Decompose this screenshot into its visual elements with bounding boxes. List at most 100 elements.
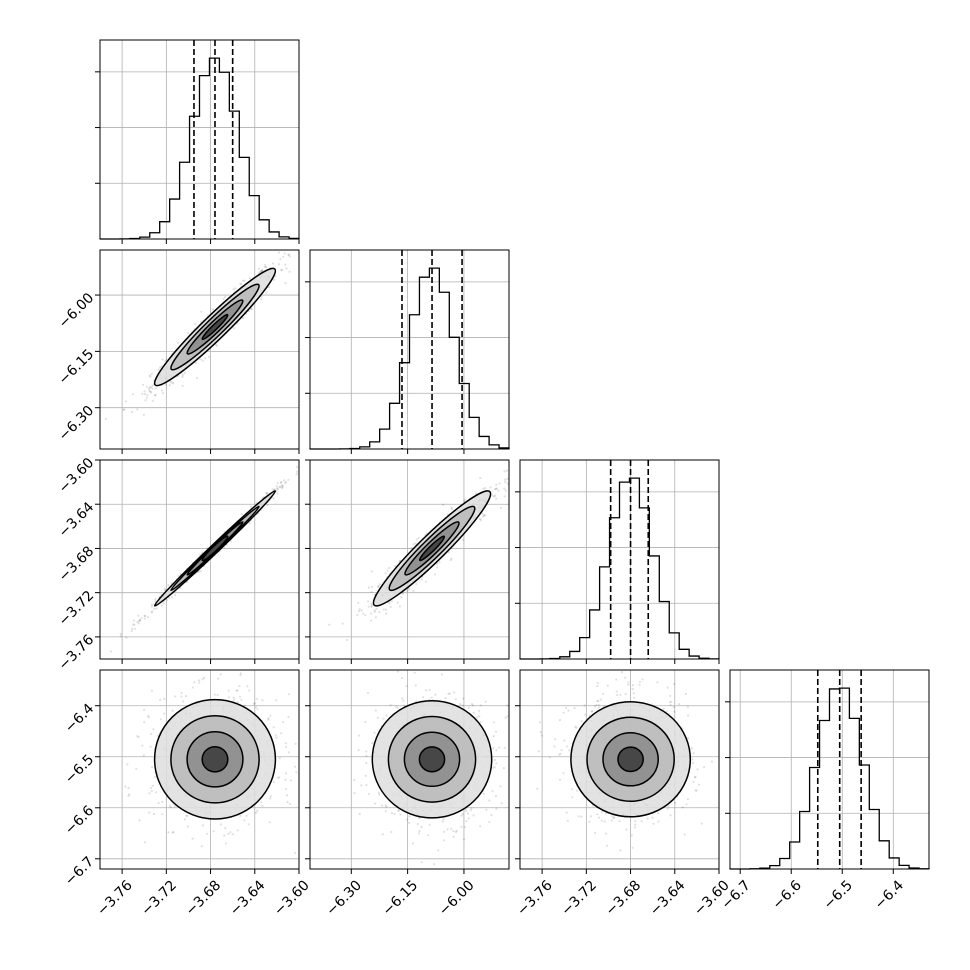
scatter-point [451,507,454,510]
scatter-point [250,307,253,311]
y-tick-label: −6.4 [62,701,97,736]
scatter-point [461,813,464,816]
scatter-point [421,696,425,699]
scatter-point [136,735,139,738]
scatter-point [378,610,381,614]
scatter-point [495,807,498,810]
scatter-point [370,590,373,594]
scatter-point [149,386,152,389]
scatter-point [710,760,714,763]
scatter-point [494,494,497,497]
scatter-point [443,830,446,834]
scatter-point [389,703,392,707]
scatter-point [400,676,403,680]
scatter-point [420,578,423,581]
scatter-point [127,787,130,790]
scatter-point [157,368,160,371]
scatter-point [281,486,284,489]
scatter-point [466,812,470,815]
contour-level [201,535,229,562]
scatter-point [624,676,627,679]
scatter-point [161,800,164,804]
scatter-point [197,570,200,573]
scatter-point [287,693,290,696]
scatter-point [214,343,217,346]
scatter-point [478,715,481,718]
scatter-point [142,383,145,386]
scatter-point [239,672,242,675]
scatter-point [280,268,283,271]
scatter-point [503,746,506,749]
scatter-point [506,704,509,707]
scatter-point [266,504,269,507]
scatter-point [163,712,166,715]
scatter-point [130,629,133,633]
scatter-point [284,788,287,791]
scatter-point [370,604,373,607]
scatter-point [416,822,419,826]
y-tick-label: −6.6 [62,803,97,838]
scatter-point [499,785,502,788]
scatter-point [282,255,285,258]
scatter-point [506,477,509,480]
scatter-point [119,635,123,638]
scatter-point [365,750,368,753]
scatter-point [410,546,413,549]
scatter-point [463,826,466,829]
scatter-point [467,706,470,709]
scatter-point [215,344,219,347]
scatter-point [272,781,275,784]
scatter-point [554,738,557,741]
histogram-step-line [519,477,720,660]
scatter-point [382,608,385,611]
scatter-point [408,815,411,818]
scatter-point [495,749,498,752]
scatter-point [364,614,367,617]
scatter-point [503,495,506,498]
scatter-point [479,720,482,724]
scatter-point [366,691,370,695]
scatter-point [684,692,688,696]
scatter-point [206,832,209,835]
scatter-point [495,497,498,500]
scatter-point [495,762,498,765]
scatter-point [143,708,146,711]
scatter-point [373,609,376,612]
scatter-point [365,784,368,787]
scatter-point [213,693,216,696]
scatter-point [540,734,544,737]
scatter-point [360,609,363,612]
panel-3-0: −3.76 −3.72 −3.68 −3.64 −3.60−6.7−6.6−6.5−6.… [62,669,313,919]
scatter-point [430,696,433,699]
y-tick-label: −3.72 [56,588,98,630]
scatter-point [277,263,281,266]
x-tick-label: −3.76 [94,877,136,919]
scatter-point [260,270,263,273]
scatter-point [371,742,374,745]
scatter-point [382,717,385,720]
scatter-point [428,688,431,691]
scatter-point [499,506,503,509]
scatter-point [640,820,643,823]
scatter-point [483,514,486,517]
scatter-point [144,615,147,618]
scatter-point [288,270,291,273]
scatter-point [479,519,482,522]
scatter-point [503,487,506,490]
scatter-point [151,384,154,387]
scatter-point [278,486,281,489]
scatter-point [181,375,184,378]
scatter-point [161,392,164,395]
scatter-point [183,372,186,375]
scatter-point [417,536,420,540]
scatter-point [375,607,378,611]
scatter-point [444,697,447,700]
scatter-point [256,809,259,813]
scatter-point [234,287,237,290]
scatter-point [364,774,367,778]
scatter-point [150,605,154,608]
scatter-point [119,632,122,636]
x-tick-label: −3.68 [183,877,225,919]
panel-3-2: −3.76 −3.72 −3.68 −3.64 −3.60 [514,669,733,919]
scatter-point [539,731,542,734]
